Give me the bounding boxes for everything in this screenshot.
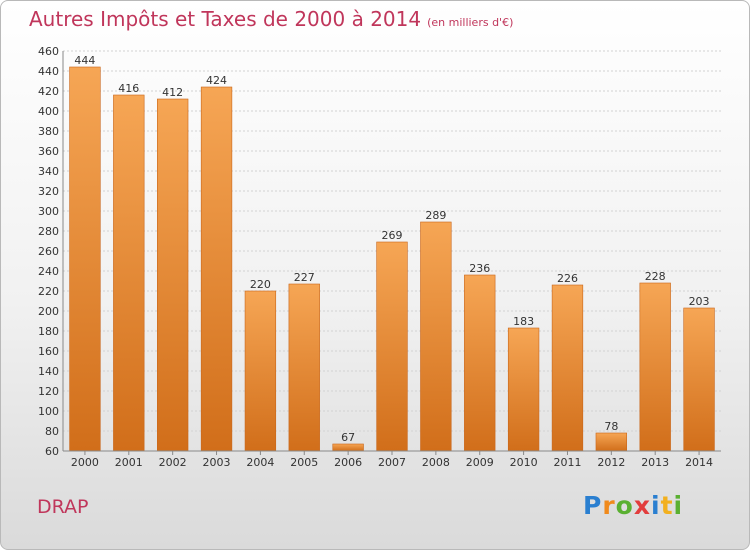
y-tick-label: 200 xyxy=(38,305,59,318)
x-tick-label: 2000 xyxy=(71,456,99,469)
y-tick-label: 140 xyxy=(38,365,59,378)
y-tick-label: 300 xyxy=(38,205,59,218)
bar-2010 xyxy=(507,327,540,452)
bar-2004 xyxy=(244,290,277,452)
x-tick-label: 2013 xyxy=(641,456,669,469)
bar-2002 xyxy=(157,98,189,452)
x-tick-label: 2003 xyxy=(203,456,231,469)
bar-value-label: 289 xyxy=(425,209,446,222)
bar-value-label: 67 xyxy=(341,431,355,444)
y-tick-label: 420 xyxy=(38,85,59,98)
bar-value-label: 236 xyxy=(469,262,490,275)
x-tick-label: 2007 xyxy=(378,456,406,469)
x-tick-label: 2012 xyxy=(597,456,625,469)
bar-2006 xyxy=(332,443,364,452)
proxiti-logo[interactable]: Proxiti xyxy=(583,491,684,520)
bar-value-label: 424 xyxy=(206,74,227,87)
x-tick-label: 2006 xyxy=(334,456,362,469)
x-tick-label: 2010 xyxy=(510,456,538,469)
bar-2003 xyxy=(200,86,233,452)
x-tick-label: 2004 xyxy=(246,456,274,469)
bar-value-label: 416 xyxy=(118,82,139,95)
y-tick-label: 460 xyxy=(38,45,59,58)
y-tick-label: 240 xyxy=(38,265,59,278)
x-tick-label: 2011 xyxy=(553,456,581,469)
bar-value-label: 220 xyxy=(250,278,271,291)
bar-2008 xyxy=(420,221,452,452)
bar-value-label: 203 xyxy=(689,295,710,308)
bar-2001 xyxy=(113,94,145,452)
y-tick-label: 320 xyxy=(38,185,59,198)
y-tick-label: 280 xyxy=(38,225,59,238)
y-tick-label: 120 xyxy=(38,385,59,398)
y-tick-label: 100 xyxy=(38,405,59,418)
bar-2011 xyxy=(551,284,584,452)
bar-value-label: 78 xyxy=(604,420,618,433)
bar-value-label: 183 xyxy=(513,315,534,328)
y-tick-label: 380 xyxy=(38,125,59,138)
bar-value-label: 228 xyxy=(645,270,666,283)
y-tick-label: 60 xyxy=(45,445,59,458)
bar-2013 xyxy=(639,282,671,452)
y-tick-label: 260 xyxy=(38,245,59,258)
bar-value-label: 412 xyxy=(162,86,183,99)
bar-value-label: 227 xyxy=(294,271,315,284)
y-tick-label: 80 xyxy=(45,425,59,438)
y-tick-label: 360 xyxy=(38,145,59,158)
bar-value-label: 269 xyxy=(382,229,403,242)
y-tick-label: 220 xyxy=(38,285,59,298)
place-name: DRAP xyxy=(37,496,89,518)
x-tick-label: 2014 xyxy=(685,456,713,469)
title-text: Autres Impôts et Taxes de 2000 à 2014 xyxy=(29,7,422,31)
bar-2005 xyxy=(288,283,320,452)
bar-2007 xyxy=(376,241,408,452)
bar-value-label: 444 xyxy=(74,54,95,67)
y-tick-label: 180 xyxy=(38,325,59,338)
bar-value-label: 226 xyxy=(557,272,578,285)
y-tick-label: 160 xyxy=(38,345,59,358)
x-tick-label: 2008 xyxy=(422,456,450,469)
x-tick-label: 2009 xyxy=(466,456,494,469)
labels-group: 444 416 412 424 220 227 67 269 289 236 183 226 78 228… xyxy=(74,54,709,444)
bar-2009 xyxy=(464,274,496,452)
bars-group xyxy=(69,66,715,452)
chart-title: Autres Impôts et Taxes de 2000 à 2014 (en… xyxy=(29,7,513,31)
axes-group: 60 80 100 120 140 160 180 200 220 240 260 280 300 320… xyxy=(38,45,721,469)
y-tick-label: 440 xyxy=(38,65,59,78)
x-tick-label: 2005 xyxy=(290,456,318,469)
bar-2012 xyxy=(595,432,627,452)
y-tick-label: 400 xyxy=(38,105,59,118)
bar-2014 xyxy=(683,307,715,452)
y-tick-label: 340 xyxy=(38,165,59,178)
bar-2000 xyxy=(69,66,101,452)
title-unit: (en milliers d'€) xyxy=(427,16,514,29)
x-tick-label: 2002 xyxy=(159,456,187,469)
x-tick-label: 2001 xyxy=(115,456,143,469)
